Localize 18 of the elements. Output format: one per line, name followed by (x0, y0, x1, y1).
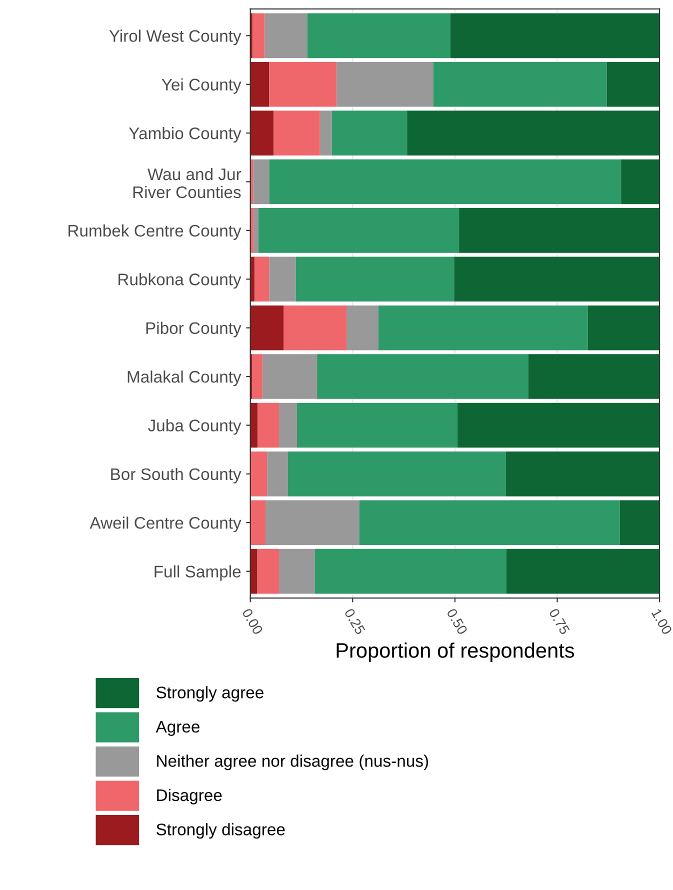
y-tick-label: Yirol West County (109, 30, 242, 46)
x-axis-title: Proportion of respondents (336, 642, 574, 662)
y-tick-label: Bor South County (111, 468, 242, 484)
y-tick-label: Malakal County (128, 370, 242, 386)
y-tick-label: Wau and Jur River Counties (133, 168, 242, 198)
legend-label: Disagree (157, 788, 222, 804)
legend-label: Strongly disagree (156, 823, 285, 839)
legend-label: Strongly agree (156, 686, 264, 702)
y-tick-label: Full Sample (154, 565, 241, 581)
legend-label: Neither agree nor disagree (nus-nus) (157, 754, 428, 770)
y-tick-label: Juba County (148, 419, 242, 435)
y-tick-label: Rubkona County (118, 273, 242, 289)
y-tick-label: Aweil Centre County (90, 516, 242, 532)
legend-label: Agree (156, 721, 200, 736)
y-tick-label: Rumbek Centre County (68, 224, 242, 240)
y-tick-label: Pibor County (146, 322, 242, 338)
y-tick-label: Yambio County (128, 127, 242, 143)
y-tick-label: Yei County (162, 78, 242, 94)
